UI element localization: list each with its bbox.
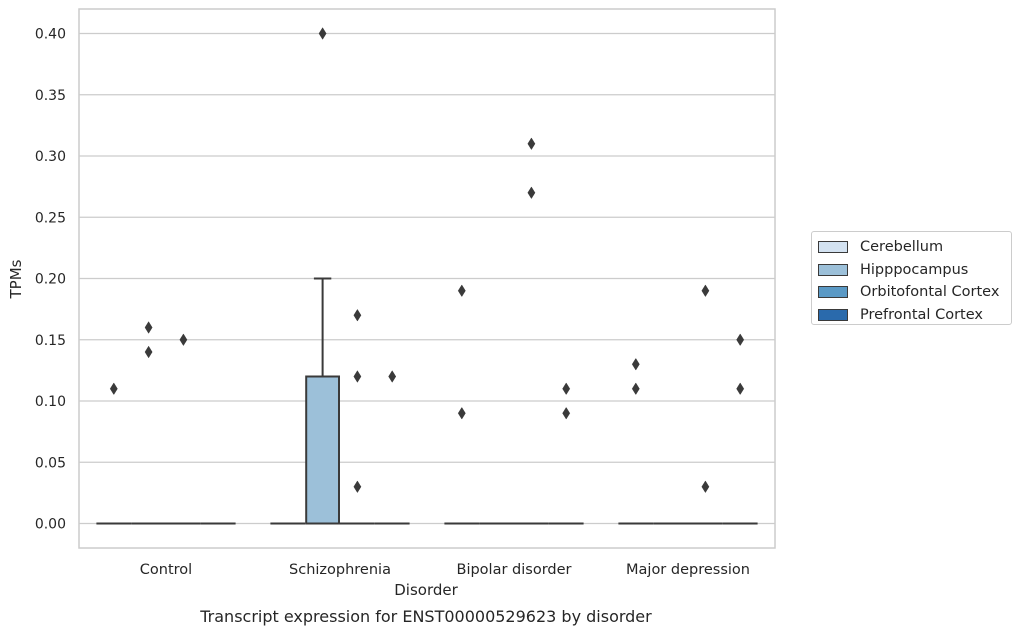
legend-swatch (818, 263, 848, 276)
y-tick-label: 0.05 (35, 455, 66, 471)
chart-title: Transcript expression for ENST0000052962… (199, 607, 652, 626)
legend-label: Prefrontal Cortex (860, 306, 983, 323)
outlier-point (736, 333, 745, 347)
outlier-point (457, 284, 466, 298)
outlier-point (109, 382, 118, 396)
x-axis-label: Disorder (394, 581, 458, 599)
y-tick-label: 0.00 (35, 517, 66, 533)
grid-lines (79, 32, 775, 525)
outlier-point (318, 27, 327, 40)
legend-swatch (818, 308, 848, 321)
outlier-point (527, 186, 536, 200)
box-body (305, 375, 341, 525)
outlier-point (562, 382, 571, 396)
outlier-point (388, 370, 397, 383)
legend-label: Cerebellum (860, 239, 944, 256)
x-tick-label: Bipolar disorder (457, 562, 572, 578)
y-tick-label: 0.40 (35, 27, 66, 43)
x-tick-label: Control (140, 562, 192, 578)
y-tick-label: 0.25 (35, 210, 66, 226)
legend-item: Prefrontal Cortex (818, 304, 1011, 327)
y-tick-label: 0.20 (35, 272, 66, 288)
plot-frame (78, 8, 776, 549)
y-axis-label: TPMs (7, 259, 25, 299)
outlier-point (631, 382, 640, 396)
outlier-point (736, 382, 745, 396)
x-tick-label: Major depression (626, 562, 750, 578)
y-tick-labels: 0.00 0.05 0.10 0.15 0.20 0.25 0.30 0.35 0.40 (35, 27, 66, 533)
outlier-point (631, 357, 640, 371)
legend-item: Hipppocampus (818, 259, 1011, 282)
box-series (96, 277, 758, 525)
y-tick-label: 0.30 (35, 149, 66, 165)
outlier-point (527, 137, 536, 151)
outlier-points (109, 27, 745, 494)
outlier-point (144, 345, 153, 359)
legend-swatch (818, 241, 848, 254)
outlier-point (353, 480, 362, 494)
legend-label: Hipppocampus (860, 261, 969, 278)
y-tick-label: 0.35 (35, 88, 66, 104)
y-tick-label: 0.10 (35, 394, 66, 410)
x-tick-label: Schizophrenia (289, 562, 391, 578)
legend-item: Orbitofontal Cortex (818, 281, 1011, 304)
legend: Cerebellum Hipppocampus Orbitofontal Corte… (811, 231, 1012, 325)
outlier-point (353, 308, 362, 322)
legend-item: Cerebellum (818, 236, 1011, 259)
x-tick-labels: Control Schizophrenia Bipolar disorder Majo… (140, 562, 750, 578)
y-tick-label: 0.15 (35, 333, 66, 349)
box-hipppocampus (305, 277, 341, 525)
outlier-point (562, 406, 571, 420)
outlier-point (144, 321, 153, 334)
outlier-point (701, 480, 710, 494)
outlier-point (353, 370, 362, 383)
outlier-point (179, 333, 188, 347)
outlier-point (457, 406, 466, 420)
legend-swatch (818, 286, 848, 299)
legend-label: Orbitofontal Cortex (860, 284, 1000, 301)
outlier-point (701, 284, 710, 298)
